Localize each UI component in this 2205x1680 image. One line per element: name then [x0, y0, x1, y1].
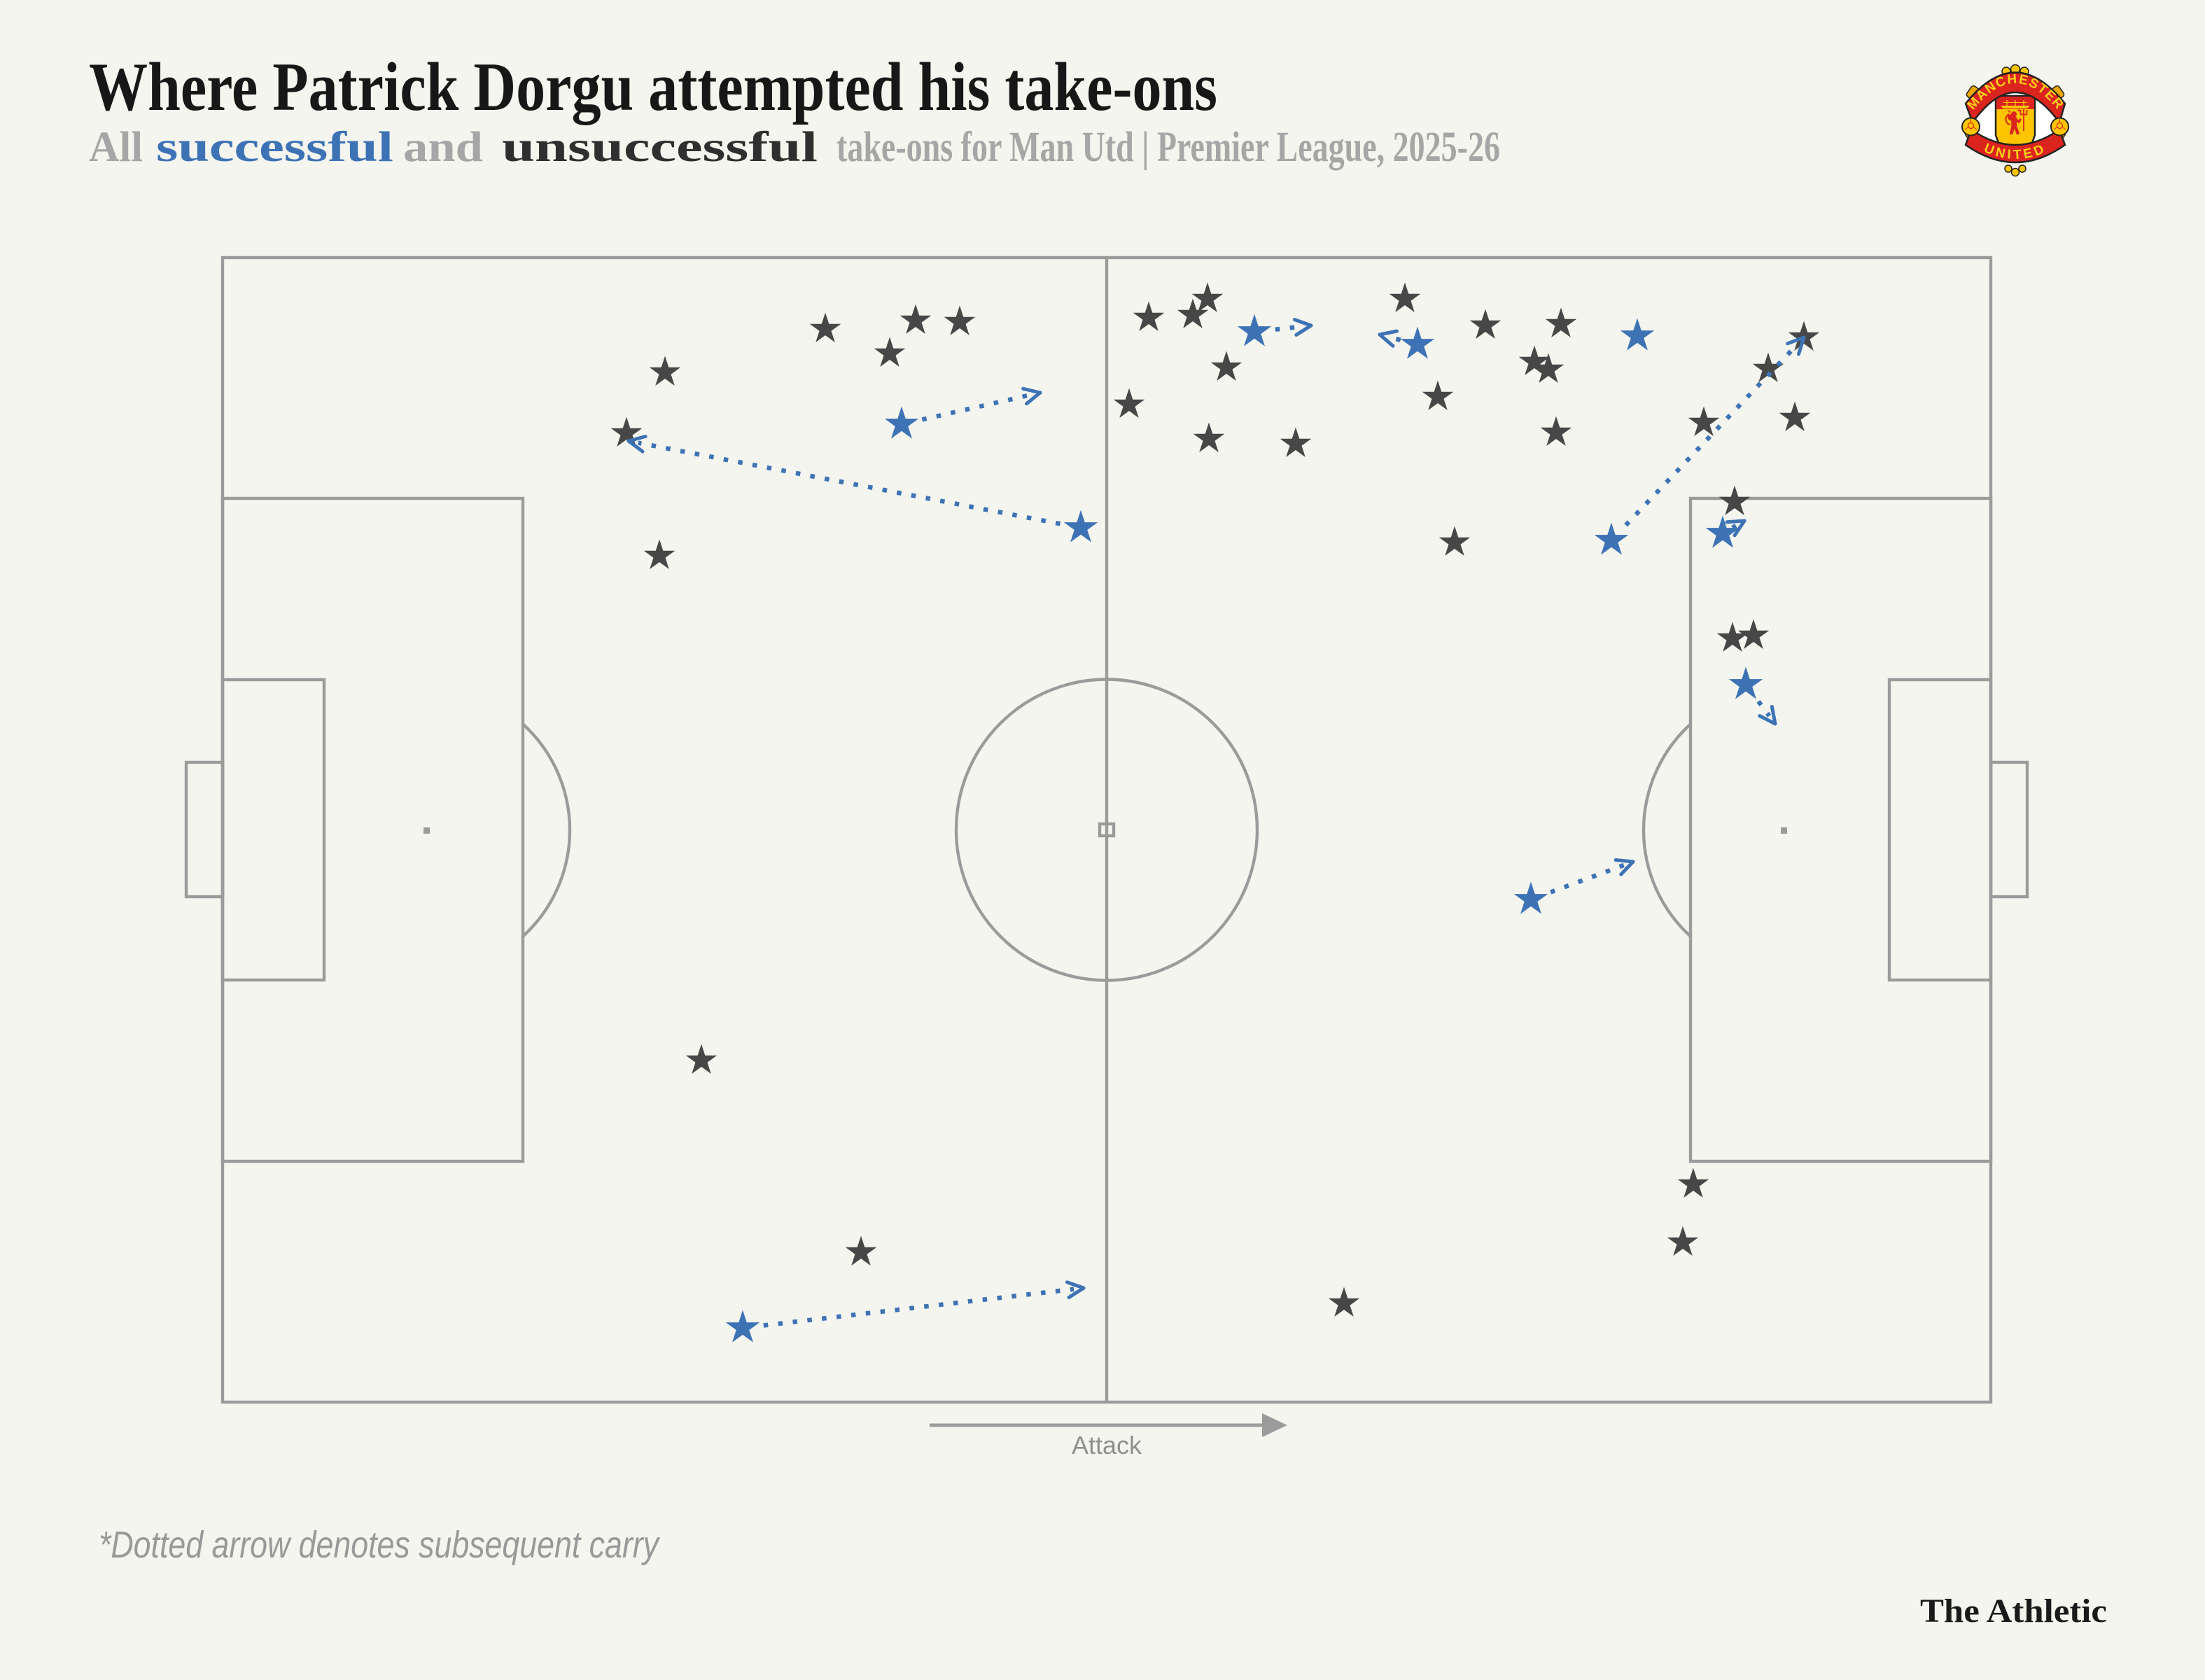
svg-text:and: and [403, 124, 483, 171]
svg-text:successful: successful [156, 124, 393, 171]
svg-text:All: All [89, 124, 143, 171]
svg-text:*Dotted arrow denotes subseque: *Dotted arrow denotes subsequent carry [99, 1524, 660, 1566]
svg-text:Attack: Attack [1072, 1431, 1142, 1460]
svg-text:The Athletic: The Athletic [1920, 1592, 2107, 1630]
svg-text:take-ons for Man Utd | Premier: take-ons for Man Utd | Premier League, 2… [836, 124, 1500, 171]
svg-text:Where Patrick Dorgu attempted: Where Patrick Dorgu attempted his take-o… [89, 49, 1217, 125]
svg-text:unsuccessful: unsuccessful [502, 124, 818, 171]
